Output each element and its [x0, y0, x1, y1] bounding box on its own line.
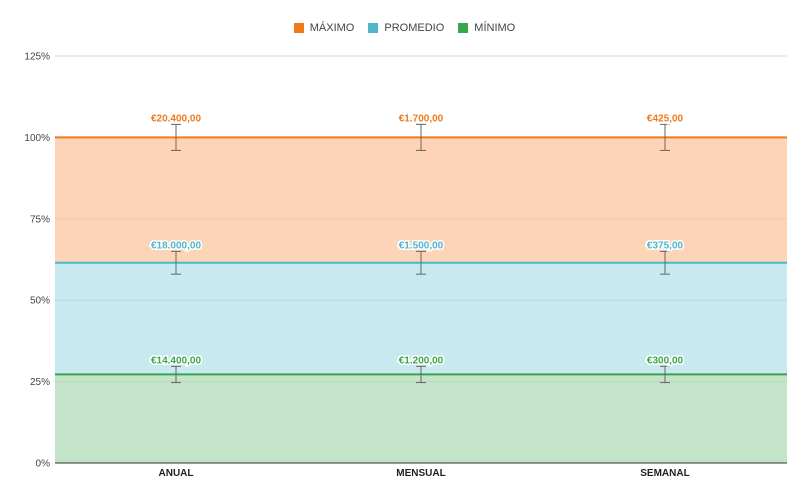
legend-label-maximo: MÁXIMO — [309, 22, 355, 34]
y-tick-label: 125% — [24, 52, 50, 63]
data-label-promedio: €1.500,00 — [399, 240, 444, 251]
data-label-minimo: €14.400,00 — [151, 355, 201, 366]
data-label-minimo: €1.200,00 — [399, 355, 444, 366]
legend-swatch-minimo — [458, 23, 469, 33]
legend-item-maximo[interactable]: MÁXIMO — [293, 22, 355, 34]
data-label-minimo: €300,00 — [647, 355, 684, 366]
x-tick-label: ANUAL — [159, 468, 194, 479]
legend-swatch-promedio — [368, 23, 379, 33]
data-label-maximo: €20.400,00 — [151, 113, 201, 124]
data-label-promedio: €18.000,00 — [151, 240, 201, 251]
legend-swatch-maximo — [293, 23, 304, 33]
y-tick-label: 25% — [30, 377, 50, 388]
legend-item-minimo[interactable]: MÍNIMO — [458, 22, 515, 34]
data-label-maximo: €1.700,00 — [399, 113, 444, 124]
legend: MÁXIMO PROMEDIO MÍNIMO — [0, 22, 809, 34]
data-label-maximo: €425,00 — [647, 113, 684, 124]
legend-label-minimo: MÍNIMO — [474, 22, 516, 34]
x-tick-label: SEMANAL — [640, 468, 689, 479]
x-tick-label: MENSUAL — [396, 468, 445, 479]
y-tick-label: 50% — [30, 296, 50, 307]
y-tick-label: 100% — [24, 133, 50, 144]
data-label-promedio: €375,00 — [647, 240, 684, 251]
area-minimo — [55, 374, 787, 463]
legend-label-promedio: PROMEDIO — [384, 22, 445, 34]
y-tick-label: 75% — [30, 214, 50, 225]
y-tick-label: 0% — [36, 459, 51, 470]
legend-item-promedio[interactable]: PROMEDIO — [368, 22, 444, 34]
